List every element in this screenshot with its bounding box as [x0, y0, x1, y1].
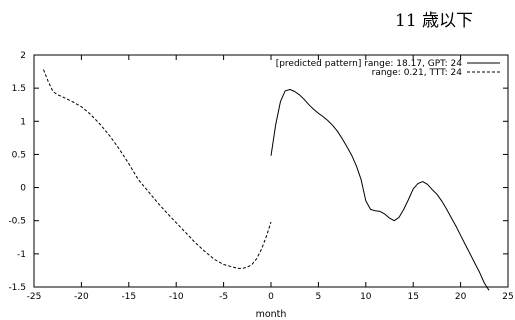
x-tick-label: 25	[502, 292, 513, 302]
x-tick-label: 0	[268, 292, 274, 302]
x-tick-label: -25	[27, 292, 42, 302]
y-tick-label: 2	[20, 51, 26, 61]
x-tick-label: 20	[455, 292, 467, 302]
y-tick-label: -1.5	[8, 283, 26, 293]
y-tick-label: 0.5	[12, 150, 26, 160]
y-tick-label: -1	[17, 250, 26, 260]
x-tick-label: -15	[121, 292, 136, 302]
x-axis-label: month	[256, 309, 287, 320]
y-tick-label: 1.5	[12, 84, 26, 94]
x-tick-label: 10	[360, 292, 372, 302]
y-tick-label: 0	[20, 184, 26, 194]
y-tick-label: 1	[20, 117, 26, 127]
y-tick-label: -0.5	[8, 217, 26, 227]
chart-title: 11 歳以下	[395, 11, 474, 31]
plot-frame	[33, 54, 509, 288]
x-tick-label: -5	[219, 292, 228, 302]
series-line-1	[270, 89, 490, 291]
legend-label-2: range: 0.21, TTT: 24	[372, 68, 463, 78]
legend-label-1: [predicted pattern] range: 18.17, GPT: 2…	[276, 59, 463, 69]
x-tick-label: 15	[407, 292, 418, 302]
series-line-2	[43, 69, 272, 269]
x-tick-label: 5	[316, 292, 322, 302]
x-tick-label: -10	[169, 292, 184, 302]
x-tick-label: -20	[74, 292, 89, 302]
